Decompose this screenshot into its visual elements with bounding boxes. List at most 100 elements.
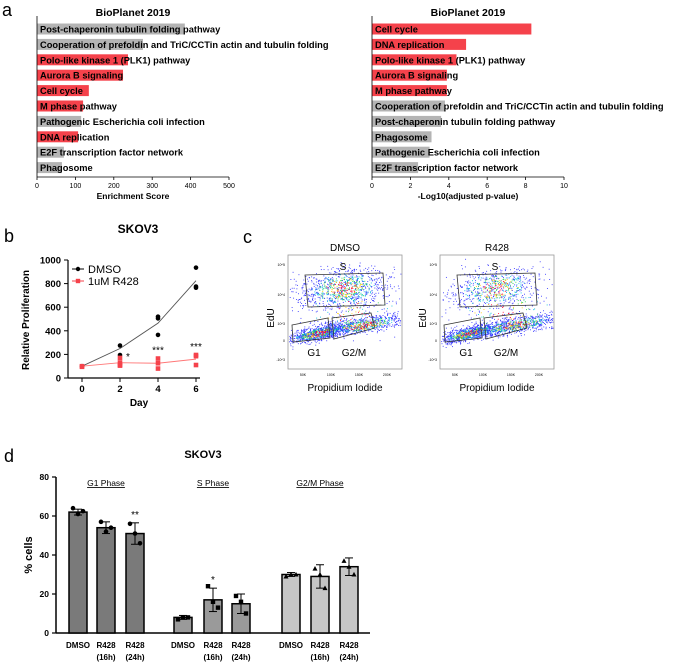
flow-event (540, 324, 542, 326)
flow-event (305, 303, 307, 304)
flow-event (456, 335, 458, 337)
flow-event (329, 324, 331, 325)
flow-event (477, 294, 479, 296)
flow-event (367, 322, 369, 324)
flow-event (339, 320, 341, 321)
flow-event (330, 294, 332, 296)
flow-event (376, 284, 378, 285)
flow-event (508, 296, 510, 298)
flow-event (446, 336, 448, 338)
flow-event (451, 336, 453, 338)
flow-event (313, 334, 314, 336)
flow-event (322, 295, 324, 297)
bar (37, 146, 64, 158)
flow-event (538, 325, 540, 327)
flow-event (358, 311, 359, 313)
flow-event (493, 329, 495, 331)
bar-label: Phagosome (40, 163, 93, 173)
flow-event (510, 293, 512, 295)
flow-event (297, 343, 299, 345)
flow-event (526, 315, 528, 317)
flow-event (398, 325, 400, 326)
flow-event (487, 326, 489, 328)
flow-event (455, 294, 457, 296)
flow-event (389, 277, 391, 279)
flow-event (481, 324, 483, 326)
flow-event (360, 330, 362, 332)
flow-event (474, 332, 476, 334)
flow-event (519, 323, 520, 325)
flow-event (500, 302, 502, 304)
flow-event (289, 341, 290, 343)
flow-event (339, 324, 340, 326)
flow-event (346, 276, 348, 278)
flow-event (370, 324, 372, 326)
flow-event (488, 327, 490, 329)
flow-event (495, 291, 496, 293)
flow-event (341, 298, 343, 300)
flow-event (526, 321, 528, 323)
flow-event (501, 329, 502, 331)
flow-event (495, 328, 497, 330)
flow-event (368, 288, 370, 290)
flow-event (378, 325, 380, 327)
flow-event (325, 331, 327, 333)
flow-event (541, 319, 543, 321)
flow-event (519, 330, 521, 332)
flow-event (473, 334, 475, 336)
flow-event (499, 287, 501, 289)
flow-event (495, 283, 497, 284)
flow-event (340, 322, 342, 324)
flow-event (394, 314, 396, 316)
flow-event (364, 300, 365, 302)
flow-event (462, 338, 464, 340)
flow-event (311, 336, 313, 337)
flow-event (483, 328, 485, 329)
flow-event (490, 335, 492, 336)
flow-event (327, 294, 329, 296)
flow-event (451, 337, 453, 339)
flow-event (321, 296, 323, 298)
flow-event (509, 301, 511, 303)
flow-event (345, 282, 347, 284)
flow-event (339, 291, 341, 293)
flow-event (479, 300, 481, 302)
flow-event (472, 327, 474, 329)
flow-event (350, 277, 352, 279)
flow-event (354, 294, 356, 296)
flow-event (513, 294, 515, 296)
flow-event (494, 300, 495, 302)
flow-event (509, 332, 511, 334)
flow-event (491, 334, 493, 336)
flow-event (494, 282, 496, 284)
flow-event (486, 270, 488, 272)
flow-event (340, 262, 342, 263)
flow-event (341, 294, 343, 295)
flow-event (469, 342, 470, 344)
flow-event (481, 288, 483, 290)
flow-event (510, 324, 512, 326)
flow-event (350, 279, 352, 281)
flow-event (317, 285, 319, 287)
flow-event (358, 325, 359, 327)
flow-event (489, 291, 491, 293)
flow-event (332, 334, 333, 335)
flow-event (323, 297, 325, 299)
flow-event (507, 287, 509, 289)
flow-event (469, 337, 470, 338)
flow-event (478, 330, 480, 332)
flow-event (360, 329, 362, 331)
flow-event (313, 283, 315, 285)
flow-event (346, 297, 348, 299)
flow-event (348, 301, 349, 303)
flow-event (362, 320, 363, 322)
flow-event (504, 323, 506, 325)
flow-event (316, 289, 318, 290)
flow-event (377, 286, 379, 288)
flow-event (503, 280, 505, 282)
flow-event (318, 282, 320, 284)
flow-event (465, 258, 467, 260)
flow-event (521, 322, 523, 324)
flow-event (502, 304, 504, 306)
flow-event (496, 330, 498, 332)
